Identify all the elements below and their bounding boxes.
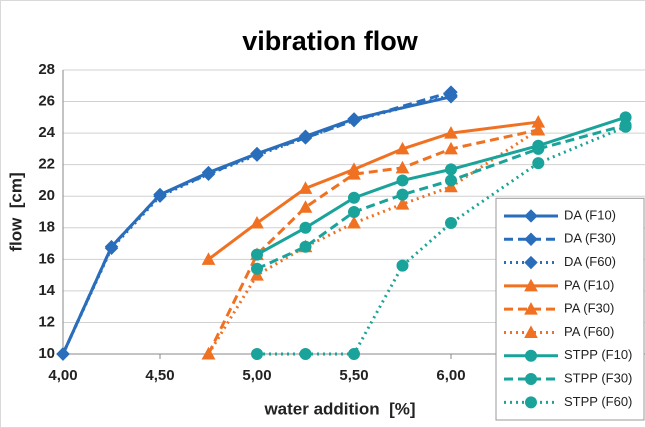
y-tick-label: 14	[38, 282, 55, 299]
marker	[298, 200, 313, 213]
marker	[532, 142, 545, 155]
chart-title: vibration flow	[242, 26, 418, 56]
legend-label: STPP (F60)	[564, 394, 632, 409]
y-tick-label: 12	[38, 313, 55, 330]
marker	[445, 217, 457, 230]
legend-label: DA (F30)	[564, 231, 616, 246]
x-axis-label: water addition [%]	[263, 399, 415, 418]
marker	[524, 278, 538, 292]
marker	[619, 120, 632, 133]
y-tick-label: 26	[38, 93, 55, 110]
legend-label: PA (F60)	[564, 324, 614, 339]
marker	[444, 141, 458, 155]
marker	[395, 160, 410, 174]
y-axis-label: flow [cm]	[6, 172, 25, 251]
marker	[396, 188, 409, 201]
marker	[347, 167, 361, 180]
marker	[299, 348, 312, 360]
y-tick-label: 24	[38, 124, 55, 141]
marker	[250, 148, 264, 162]
marker	[348, 348, 360, 360]
marker	[525, 349, 537, 362]
marker	[250, 216, 264, 229]
marker	[524, 255, 538, 270]
marker	[524, 232, 538, 246]
marker	[396, 259, 409, 272]
marker	[444, 126, 458, 139]
marker	[201, 346, 216, 360]
marker	[104, 241, 119, 255]
marker	[396, 174, 409, 187]
marker	[531, 122, 546, 136]
x-tick-label: 6,00	[436, 367, 465, 384]
legend-label: STPP (F30)	[564, 370, 632, 385]
marker	[444, 88, 458, 102]
marker	[153, 189, 167, 203]
legend: DA (F10) DA (F30) DA (F60) PA (F10) PA (F30)…	[495, 197, 645, 421]
y-tick-label: 10	[38, 345, 55, 362]
marker	[299, 221, 312, 234]
marker	[251, 248, 263, 261]
y-tick-label: 22	[38, 156, 55, 173]
marker	[532, 157, 545, 170]
marker	[395, 197, 410, 210]
marker	[348, 206, 360, 218]
marker	[524, 325, 538, 338]
marker	[525, 373, 537, 386]
y-tick-label: 20	[38, 187, 55, 204]
marker	[299, 240, 312, 253]
x-tick-label: 4,50	[145, 367, 174, 384]
marker	[56, 347, 70, 361]
legend-label: DA (F10)	[564, 207, 616, 222]
y-tick-label: 18	[38, 219, 55, 236]
x-tick-label: 5,00	[242, 367, 271, 384]
marker	[251, 348, 263, 360]
marker	[201, 167, 216, 181]
legend-label: PA (F30)	[564, 301, 614, 316]
marker	[347, 113, 361, 128]
x-tick-label: 4,00	[48, 367, 77, 384]
marker	[524, 209, 538, 223]
x-tick-label: 5,50	[339, 367, 368, 384]
marker	[298, 131, 313, 145]
y-tick-label: 28	[38, 61, 55, 78]
y-tick-label: 16	[38, 250, 55, 267]
legend-label: PA (F10)	[564, 277, 614, 292]
marker	[347, 216, 361, 229]
marker	[524, 302, 538, 315]
marker	[201, 252, 216, 265]
legend-label: DA (F60)	[564, 254, 616, 269]
marker	[525, 396, 537, 409]
marker	[395, 141, 410, 155]
series-line	[61, 90, 452, 355]
legend-label: STPP (F10)	[564, 347, 632, 362]
marker	[445, 163, 457, 176]
marker	[445, 174, 457, 187]
marker	[348, 191, 360, 204]
marker	[298, 181, 313, 194]
marker	[251, 262, 263, 275]
